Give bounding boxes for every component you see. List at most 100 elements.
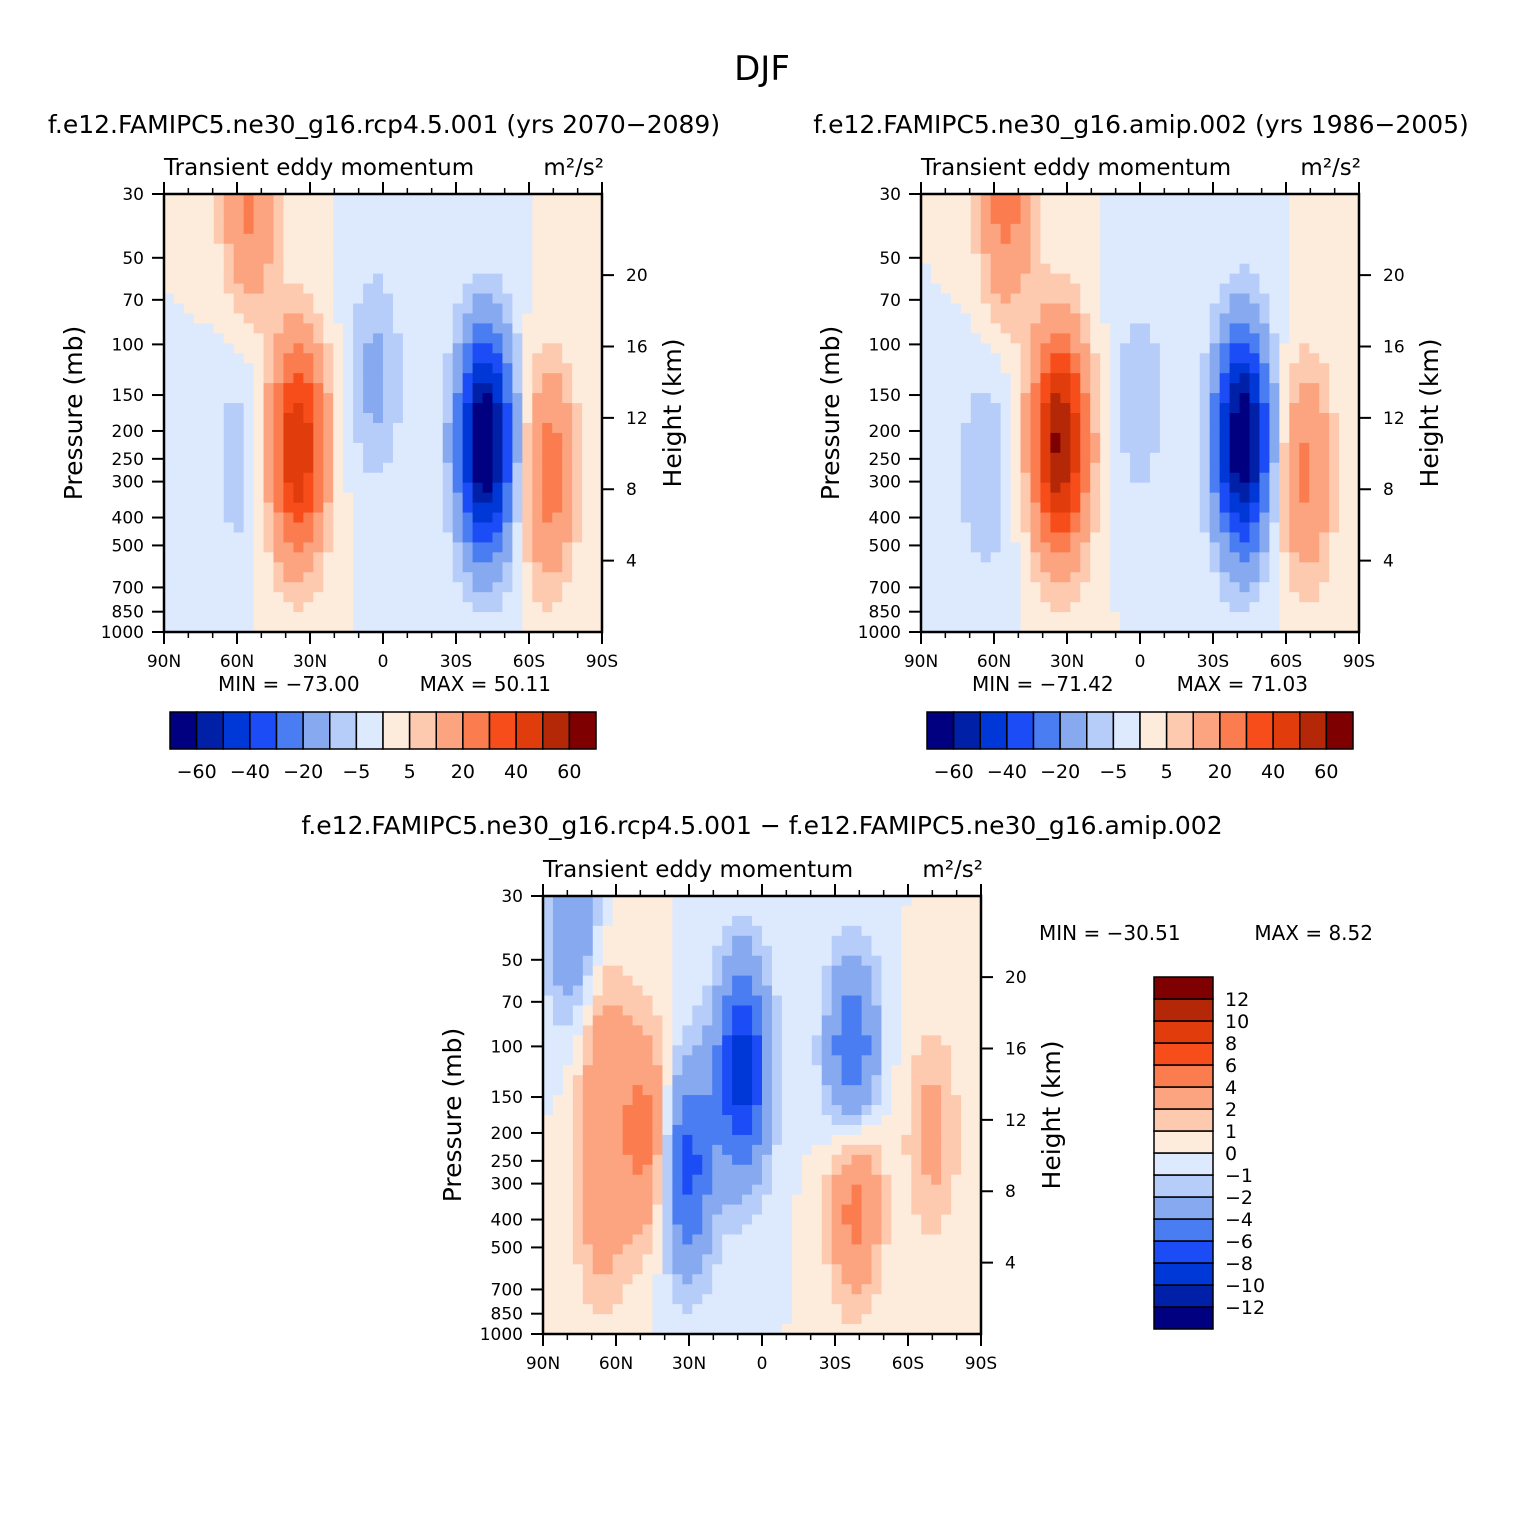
heatmap-cell (323, 582, 334, 593)
heatmap-cell (452, 194, 464, 205)
heatmap-cell (283, 373, 294, 384)
heatmap-cell (1030, 542, 1042, 553)
heatmap-cell (692, 1005, 703, 1017)
heatmap-cell (980, 592, 992, 603)
heatmap-cell (543, 925, 554, 937)
heatmap-cell (273, 353, 285, 364)
heatmap-cell (472, 323, 484, 334)
heatmap-cell (1020, 233, 1032, 245)
heatmap-cell (233, 293, 245, 305)
heatmap-cell (462, 562, 474, 573)
heatmap-cell (1299, 602, 1310, 613)
heatmap-cell (173, 403, 185, 414)
heatmap-cell (602, 1015, 614, 1026)
heatmap-cell (970, 612, 982, 623)
heatmap-cell (1269, 432, 1280, 444)
heatmap-cell (1149, 203, 1161, 215)
heatmap-cell (592, 1025, 604, 1036)
heatmap-cell (193, 582, 205, 593)
heatmap-cell (543, 1065, 554, 1076)
heatmap-cell (1110, 522, 1121, 534)
heatmap-cell (662, 1025, 673, 1036)
heatmap-cell (1339, 542, 1350, 553)
heatmap-cell (1269, 602, 1280, 613)
heatmap-cell (1090, 622, 1101, 632)
heatmap-cell (402, 602, 414, 613)
heatmap-cell (1289, 602, 1300, 613)
heatmap-cell (492, 303, 504, 315)
heatmap-cell (1319, 194, 1330, 205)
heatmap-cell (412, 432, 424, 444)
heatmap-cell (1050, 353, 1061, 364)
heatmap-cell (1249, 462, 1261, 474)
heatmap-cell (233, 542, 245, 553)
heatmap-cell (213, 442, 225, 454)
heatmap-cell (1020, 353, 1032, 364)
heatmap-cell (1239, 532, 1251, 543)
heatmap-cell (1080, 213, 1091, 225)
heatmap-cell (602, 1035, 614, 1046)
y-right-tick-label: 12 (626, 409, 648, 429)
heatmap-cell (622, 1254, 634, 1265)
heatmap-cell (462, 552, 474, 563)
heatmap-cell (921, 343, 932, 354)
heatmap-cell (642, 975, 654, 987)
heatmap-cell (422, 363, 434, 374)
heatmap-cell (542, 223, 553, 235)
heatmap-cell (960, 293, 972, 305)
heatmap-cell (562, 1274, 574, 1285)
heatmap-cell (323, 273, 334, 285)
heatmap-cell (213, 512, 225, 524)
heatmap-cell (432, 283, 444, 295)
heatmap-cell (930, 472, 942, 484)
heatmap-cell (392, 592, 404, 603)
y-tick-label: 300 (869, 473, 901, 493)
heatmap-cell (712, 1115, 723, 1126)
heatmap-cell (970, 462, 982, 474)
heatmap-cell (343, 562, 354, 573)
heatmap-cell (543, 1274, 554, 1285)
heatmap-cell (1279, 502, 1290, 514)
heatmap-cell (622, 1184, 634, 1196)
heatmap-cell (592, 1314, 604, 1325)
heatmap-cell (1169, 263, 1181, 275)
heatmap-cell (592, 622, 602, 632)
heatmap-cell (1189, 472, 1201, 484)
heatmap-cell (452, 263, 464, 275)
heatmap-cell (1149, 253, 1161, 265)
heatmap-cell (622, 1025, 634, 1036)
heatmap-cell (1100, 403, 1111, 414)
heatmap-cell (1070, 602, 1081, 613)
heatmap-cell (970, 263, 982, 275)
x-tick-label: 0 (378, 652, 389, 672)
heatmap-cell (233, 572, 245, 583)
heatmap-cell (492, 572, 504, 583)
heatmap-cell (592, 383, 602, 394)
heatmap-cell (183, 253, 195, 265)
heatmap-cell (472, 213, 484, 225)
heatmap-cell (522, 343, 533, 354)
heatmap-cell (1130, 422, 1141, 434)
heatmap-cell (1000, 602, 1012, 613)
heatmap-cell (950, 622, 962, 632)
heatmap-cell (572, 955, 584, 967)
heatmap-cell (582, 1075, 594, 1086)
heatmap-cell (512, 343, 523, 354)
heatmap-cell (193, 522, 205, 534)
heatmap-cell (293, 512, 304, 524)
heatmap-cell (682, 1224, 693, 1236)
heatmap-cell (552, 303, 563, 315)
heatmap-cell (1110, 283, 1121, 295)
heatmap-cell (1149, 313, 1161, 324)
heatmap-cell (333, 363, 344, 374)
heatmap-cell (1050, 413, 1061, 424)
heatmap-cell (1269, 552, 1280, 563)
heatmap-cell (442, 462, 454, 474)
heatmap-cell (1339, 572, 1350, 583)
heatmap-cell (1070, 562, 1081, 573)
heatmap-cell (1329, 502, 1340, 514)
heatmap-cell (672, 1274, 683, 1285)
heatmap-cell (452, 512, 464, 524)
heatmap-cell (452, 383, 464, 394)
heatmap-cell (1269, 522, 1280, 534)
